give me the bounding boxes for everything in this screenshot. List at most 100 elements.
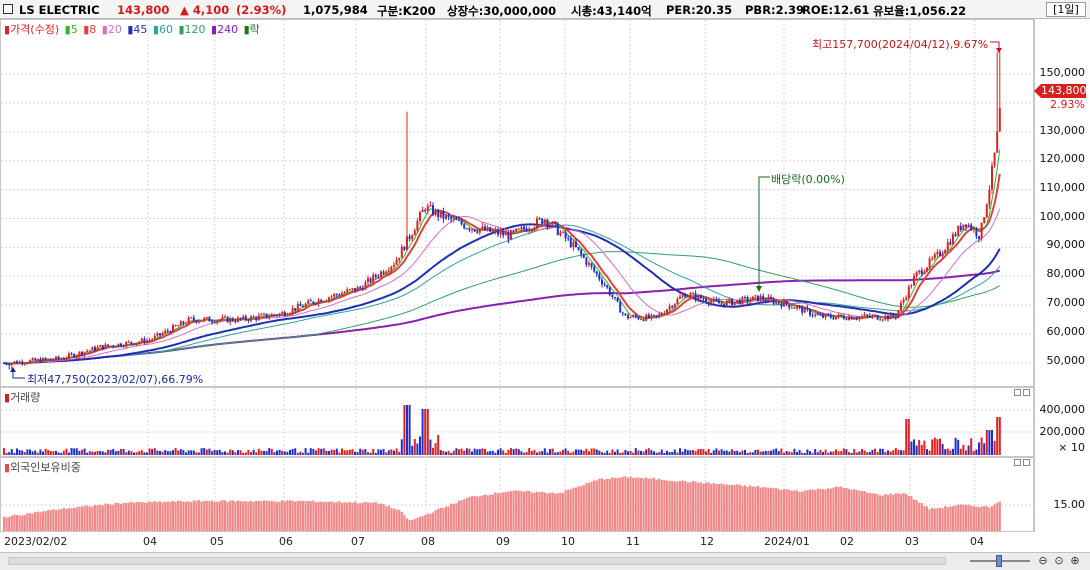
candle-body	[156, 333, 159, 336]
candle-body	[928, 258, 931, 268]
volume-bar	[380, 449, 382, 455]
volume-bar	[923, 440, 926, 455]
volume-bar	[398, 451, 401, 455]
volume-bar	[647, 448, 650, 455]
y-axis-area[interactable]	[1034, 19, 1090, 532]
foreign-ratio-bar	[759, 487, 762, 531]
chart-canvas[interactable]	[0, 0, 1090, 552]
volume-bar	[471, 451, 473, 455]
candle-body	[419, 211, 421, 221]
foreign-ratio-bar	[629, 476, 632, 531]
volume-bar	[751, 452, 754, 455]
volume-bar	[452, 450, 455, 455]
stock-select-icon[interactable]	[3, 4, 13, 14]
horizontal-scrollbar[interactable]	[8, 557, 946, 565]
volume-multiplier: × 10	[1058, 441, 1085, 454]
candle-body	[185, 323, 187, 325]
foreign-ratio-bar	[741, 486, 744, 531]
candle-body	[871, 315, 874, 317]
volume-bar	[770, 450, 772, 455]
candle-body	[710, 301, 713, 304]
candle-body	[900, 302, 902, 310]
candle-body	[73, 353, 76, 358]
volume-bar	[822, 451, 824, 455]
candle-body	[476, 231, 479, 233]
volume-bar	[569, 452, 572, 455]
foreign-ratio-bar	[655, 479, 658, 531]
candle-body	[970, 224, 973, 230]
candle-body	[465, 228, 468, 230]
candle-body	[484, 226, 486, 231]
candle-body	[135, 342, 138, 345]
zoom-reset-icon[interactable]: ⊙	[1054, 554, 1064, 567]
zoom-out-icon[interactable]: ⊖	[1038, 554, 1048, 567]
volume-bar	[660, 449, 663, 455]
candle-body	[413, 230, 416, 236]
legend-ma45[interactable]: ▮45	[127, 23, 148, 36]
candle-body	[179, 321, 182, 326]
foreign-ratio-bar	[892, 494, 895, 531]
legend-ma240[interactable]: ▮240	[211, 23, 239, 36]
cycle-button[interactable]: [1일]	[1046, 2, 1086, 17]
candle-body	[619, 301, 622, 313]
candle-body	[385, 271, 388, 274]
price-tick: 120,000	[1039, 152, 1086, 165]
candle-body	[75, 355, 78, 358]
legend-ma5[interactable]: ▮5	[64, 23, 78, 36]
foreign-ratio-bar	[569, 489, 572, 531]
candle-body	[130, 341, 133, 344]
x-tick: 10	[561, 535, 575, 548]
volume-bar	[676, 452, 679, 455]
candle-body	[736, 299, 739, 302]
foreign-ratio-bar	[842, 488, 845, 531]
foreign-ratio-bar	[710, 484, 713, 531]
foreign-ratio-bar	[483, 494, 487, 531]
foreign-ratio-bar	[226, 501, 229, 531]
candle-body	[957, 225, 960, 236]
foreign-ratio-bar	[444, 506, 448, 531]
foreign-ratio-bar	[99, 504, 102, 531]
volume-bar	[837, 451, 840, 455]
volume-bar	[445, 451, 447, 455]
volume-bar	[918, 439, 921, 455]
legend-ex-dividend[interactable]: ▮락	[243, 23, 260, 36]
volume-close-button[interactable]	[1023, 389, 1030, 396]
stock-name[interactable]: LS ELECTRIC	[19, 3, 100, 17]
legend-price[interactable]: ▮가격(수정)	[4, 23, 60, 36]
foreign-ratio-bar	[294, 501, 297, 531]
volume-bar	[780, 448, 783, 455]
candle-body	[554, 222, 557, 224]
candle-body	[377, 276, 380, 278]
candle-body	[507, 232, 510, 240]
legend-ma60[interactable]: ▮60	[152, 23, 173, 36]
volume-panel[interactable]	[0, 387, 1034, 457]
candle-body	[447, 215, 450, 217]
legend-ma120[interactable]: ▮120	[178, 23, 206, 36]
volume-minimize-button[interactable]	[1014, 389, 1021, 396]
zoom-slider[interactable]	[970, 555, 1030, 567]
candle-body	[608, 287, 611, 296]
foreign-minimize-button[interactable]	[1014, 459, 1021, 466]
candle-body	[642, 319, 645, 321]
foreign-ratio-bar	[247, 501, 250, 531]
foreign-ratio-bar	[652, 477, 656, 531]
foreign-ratio-bar	[868, 492, 871, 531]
foreign-ratio-bar	[707, 482, 710, 531]
foreign-ratio-bar	[915, 500, 918, 531]
candle-body	[777, 301, 780, 304]
candle-body	[611, 295, 614, 297]
candle-body	[328, 297, 330, 301]
price-legend: ▮가격(수정) ▮5 ▮8 ▮20 ▮45 ▮60 ▮120 ▮240 ▮락	[4, 21, 262, 37]
candle-body	[572, 241, 575, 248]
volume-bar	[60, 452, 63, 455]
volume-bar	[239, 450, 242, 455]
zoom-in-icon[interactable]: ⊕	[1070, 554, 1080, 567]
candle-body	[715, 298, 718, 301]
foreign-ratio-bar	[41, 511, 45, 531]
foreign-close-button[interactable]	[1023, 459, 1030, 466]
foreign-ratio-bar	[39, 512, 42, 531]
legend-ma8[interactable]: ▮8	[83, 23, 97, 36]
legend-ma20[interactable]: ▮20	[101, 23, 122, 36]
foreign-ratio-bar	[309, 501, 312, 531]
foreign-ratio-bar	[122, 502, 125, 531]
